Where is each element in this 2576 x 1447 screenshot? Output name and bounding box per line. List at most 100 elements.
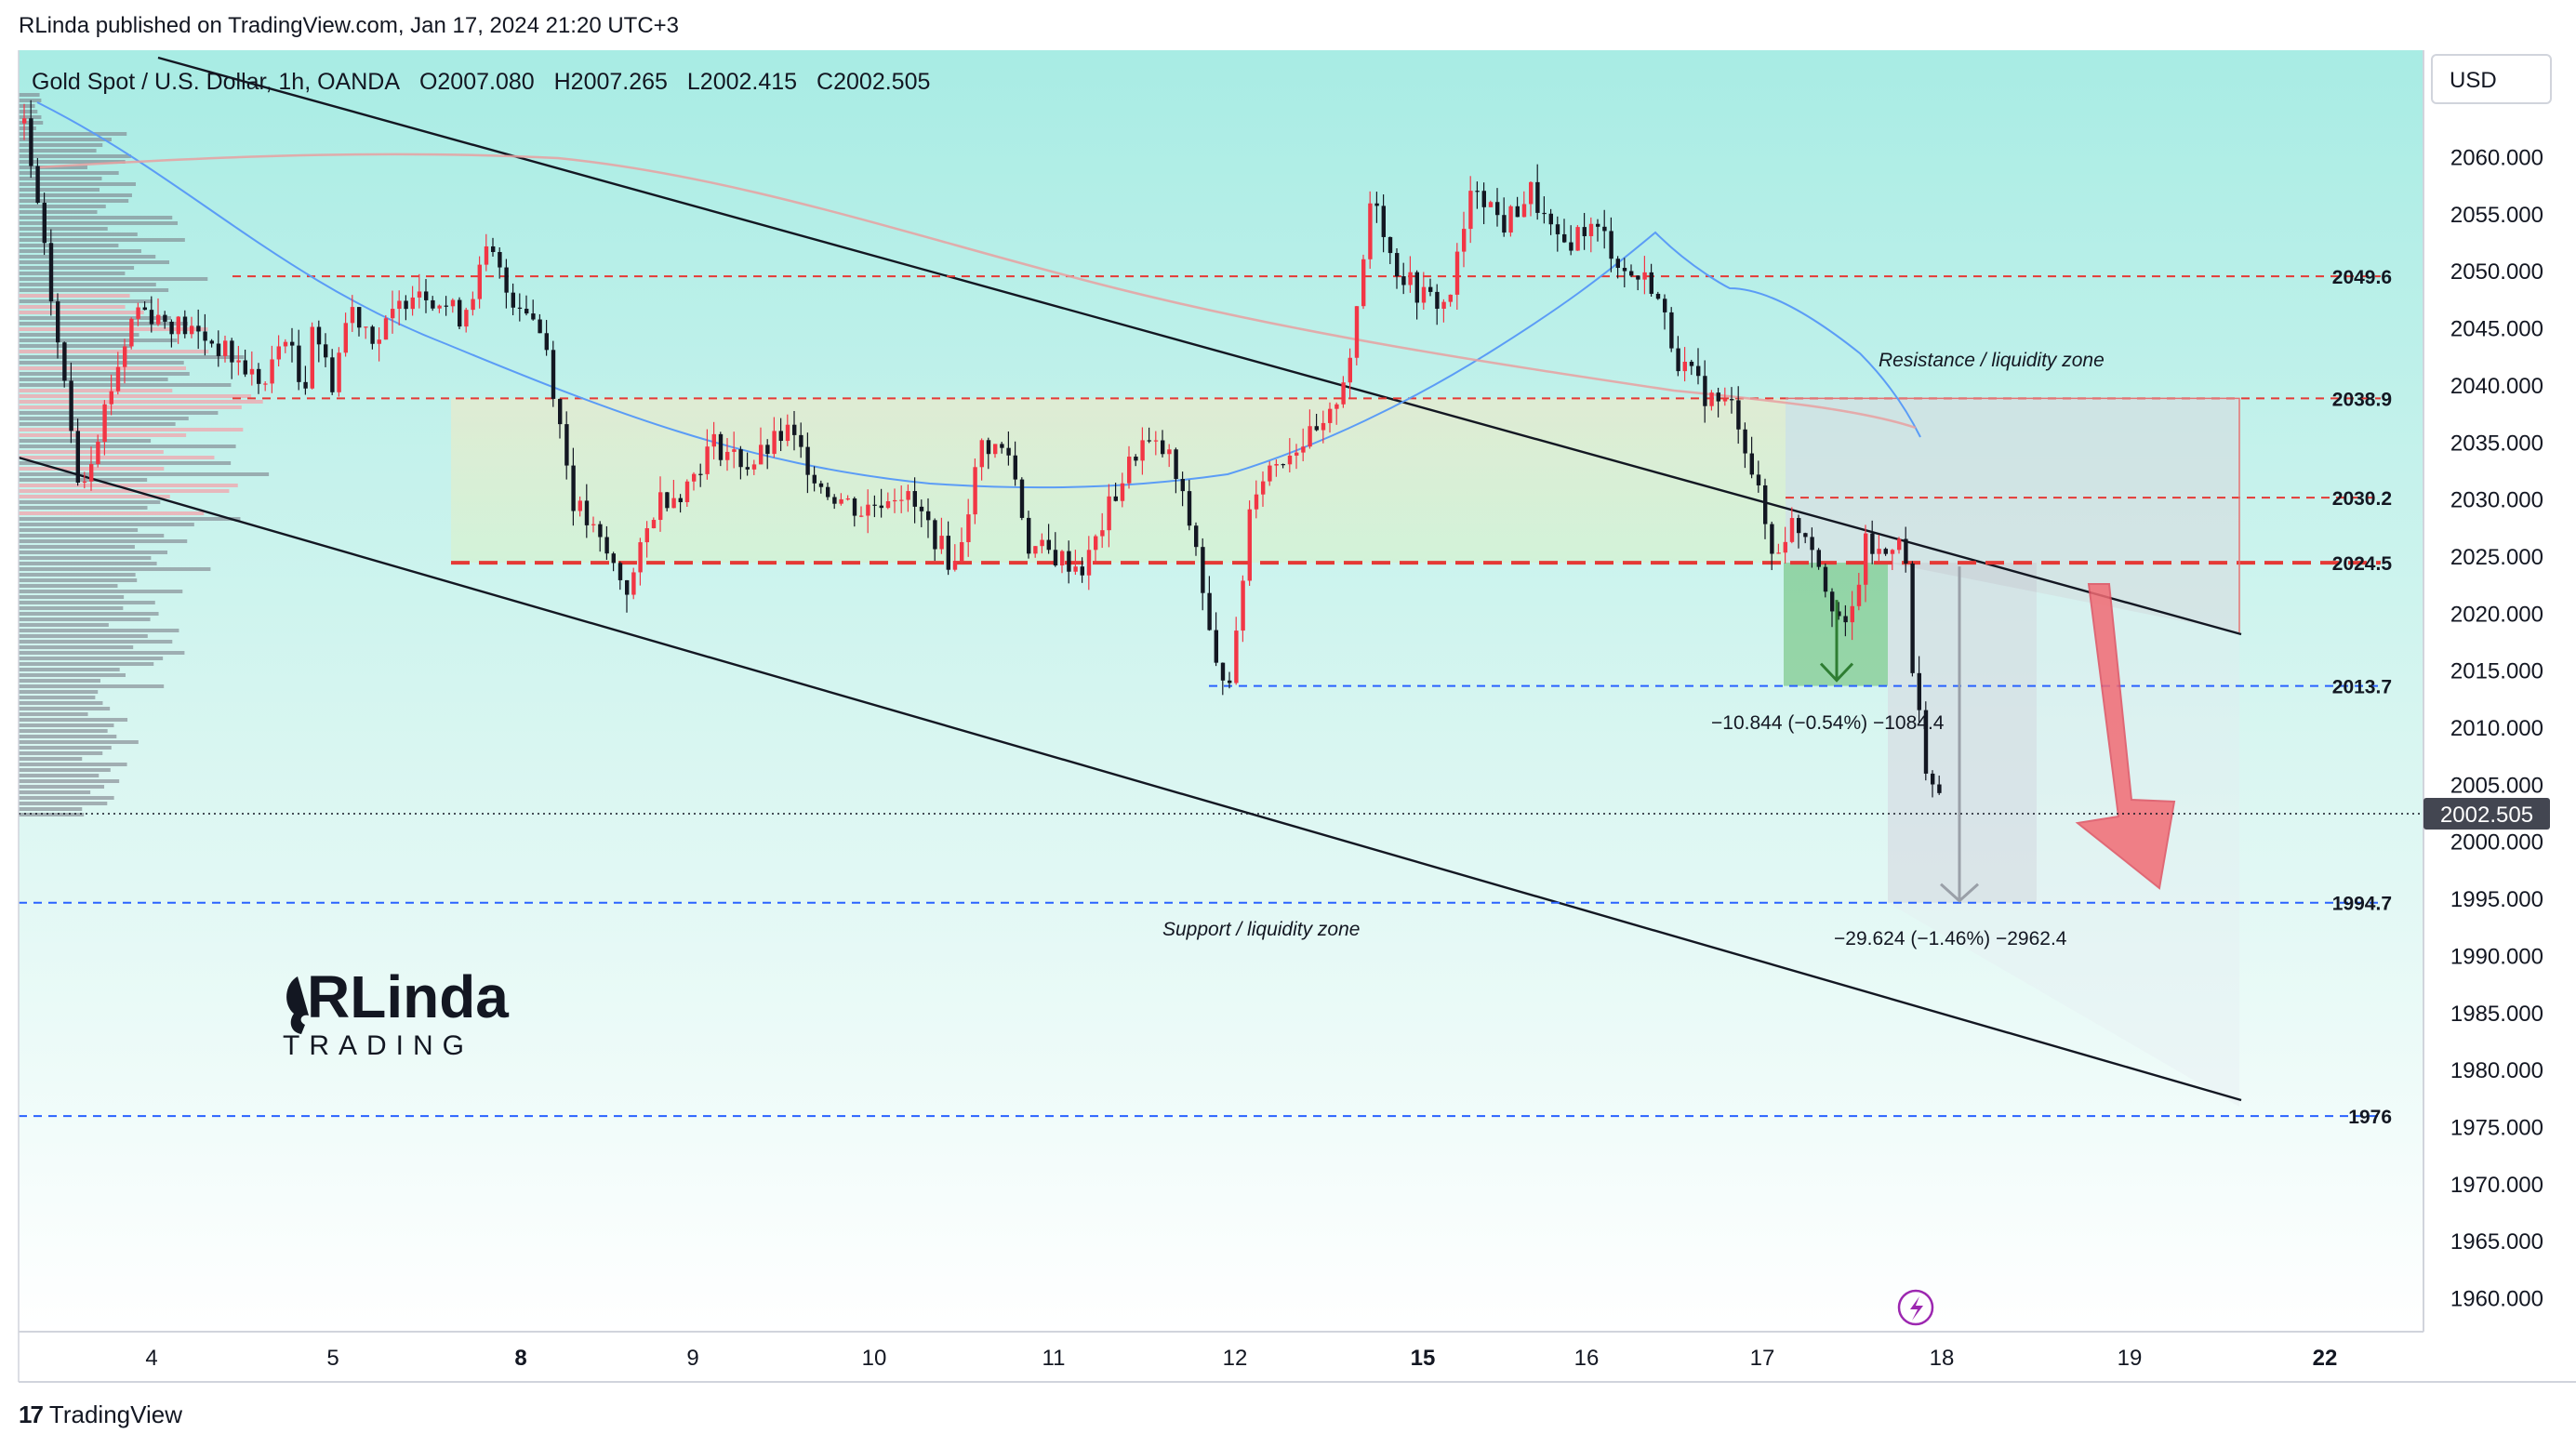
footer-brand: TradingView	[48, 1401, 182, 1428]
candle-body	[1850, 605, 1854, 623]
volume-bar	[19, 668, 120, 671]
candle-body	[1663, 299, 1667, 312]
volume-bar	[19, 104, 35, 108]
candle-body	[644, 528, 649, 543]
candle-body	[1448, 294, 1453, 302]
candle-body	[62, 342, 67, 381]
drawing-tools: Resistance / liquidity zone Support / liq…	[19, 350, 2423, 949]
candle-body	[1395, 253, 1400, 277]
candle-body	[1877, 549, 1881, 554]
candle-body	[464, 310, 469, 327]
volume-bar	[19, 149, 97, 153]
candle-body	[1094, 536, 1098, 551]
level-label: 1976	[2348, 1107, 2392, 1128]
volume-bar	[19, 428, 244, 431]
candle-body	[1000, 444, 1004, 448]
volume-bar	[19, 606, 124, 610]
red-projection-arrow	[2075, 583, 2176, 890]
volume-bar	[19, 484, 238, 487]
candle-body	[1923, 710, 1929, 774]
candle-body	[1743, 429, 1747, 454]
volume-bar	[19, 216, 173, 219]
candle-body	[1937, 784, 1942, 793]
x-tick-label: 15	[1411, 1346, 1436, 1371]
y-tick-label: 1980.000	[2450, 1058, 2543, 1083]
candle-body	[1381, 206, 1386, 237]
candle-body	[1228, 680, 1232, 684]
volume-bar	[19, 735, 117, 738]
volume-bar	[19, 93, 40, 97]
candle-body	[785, 424, 790, 442]
candle-body	[1843, 616, 1848, 623]
candle-body	[1314, 426, 1319, 431]
tradingview-footer[interactable]: 17 TradingView	[19, 1401, 182, 1429]
candle-body	[1763, 485, 1768, 524]
last-price-badge	[2423, 797, 2550, 830]
candle-body	[759, 445, 764, 465]
candle-body	[1910, 563, 1915, 673]
candle-body	[832, 497, 837, 504]
candle-body	[906, 491, 910, 500]
candle-body	[257, 368, 261, 384]
candle-body	[230, 340, 234, 363]
candle-body	[1140, 440, 1145, 461]
volume-bar	[19, 562, 157, 565]
candle-body	[1629, 271, 1634, 276]
y-tick-label: 1995.000	[2450, 887, 2543, 912]
candle-body	[1609, 231, 1613, 259]
candle-body	[1414, 272, 1419, 303]
volume-bar	[19, 210, 98, 214]
x-tick-label: 19	[2118, 1346, 2143, 1371]
volume-bar	[19, 545, 135, 549]
volume-bar	[19, 774, 100, 777]
volume-bar	[19, 171, 119, 175]
volume-bar	[19, 511, 205, 515]
candle-body	[1147, 440, 1151, 442]
candle-body	[1636, 275, 1640, 280]
volume-bar	[19, 366, 186, 370]
candle-body	[1535, 181, 1540, 213]
volume-bar	[19, 528, 139, 532]
candle-body	[1354, 306, 1360, 358]
candle-body	[190, 325, 194, 335]
channel-upper-line	[157, 56, 2242, 636]
moving-averages	[36, 101, 1921, 489]
candle-body	[718, 433, 724, 460]
candle-body	[504, 267, 509, 293]
candle-body	[1722, 399, 1728, 402]
volume-bar	[19, 478, 148, 482]
candle-body	[517, 307, 523, 310]
candle-body	[1810, 537, 1814, 551]
candle-body	[115, 366, 121, 392]
x-tick-label: 5	[326, 1346, 339, 1371]
candle-body	[1481, 191, 1486, 207]
volume-bar	[19, 690, 99, 694]
candle-body	[1709, 392, 1714, 406]
y-tick-label: 2020.000	[2450, 602, 2543, 627]
candle-body	[1127, 457, 1132, 484]
volume-bar	[19, 232, 138, 236]
candle-body	[1019, 479, 1025, 518]
currency-button[interactable]: USD	[2431, 54, 2552, 104]
candle-body	[1596, 223, 1600, 227]
y-tick-label: 1960.000	[2450, 1287, 2543, 1312]
y-tick-label: 2015.000	[2450, 659, 2543, 684]
candle-body	[1174, 449, 1178, 480]
y-tick-label: 2060.000	[2450, 146, 2543, 171]
svg-text:RLinda: RLinda	[307, 963, 509, 1030]
horizontal-levels: 2049.6 2038.9 2030.2 2024.5 2013.7 1994.7 1976	[19, 267, 2392, 1128]
volume-profile	[19, 93, 270, 816]
volume-bar	[19, 411, 219, 415]
candle-body	[1281, 464, 1285, 466]
candle-body	[1602, 226, 1607, 232]
candle-body	[1421, 286, 1427, 303]
volume-bar	[19, 707, 111, 710]
candle-body	[1201, 547, 1205, 593]
candle-body	[1187, 491, 1192, 526]
volume-bar	[19, 143, 103, 147]
candle-body	[1207, 592, 1212, 631]
volume-bar	[19, 595, 125, 599]
candle-body	[203, 331, 207, 341]
candle-body	[48, 243, 54, 302]
